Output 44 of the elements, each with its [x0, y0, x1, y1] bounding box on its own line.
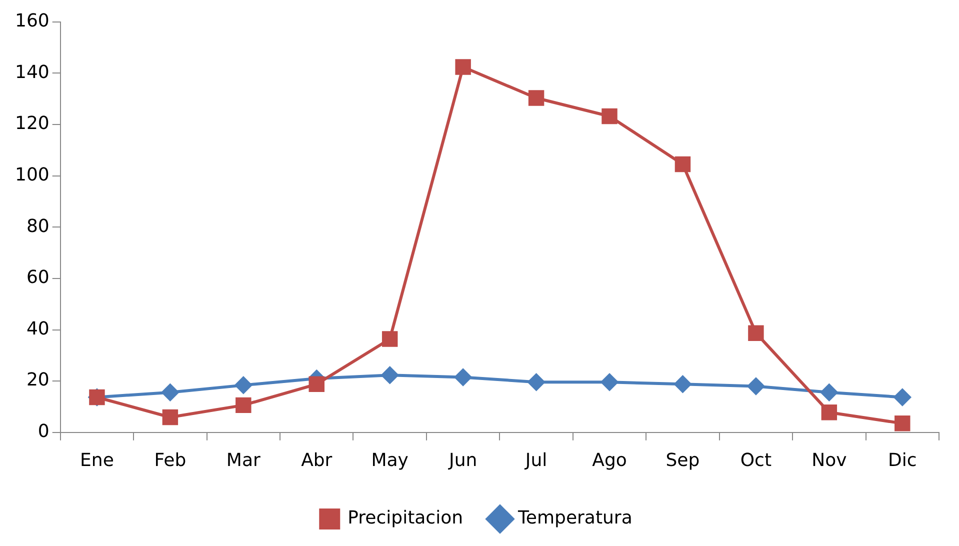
- point: [748, 325, 764, 341]
- point: [162, 409, 178, 426]
- point: [382, 331, 398, 347]
- point: [894, 416, 910, 432]
- x-tick-label: Oct: [740, 450, 772, 471]
- x-tick-label: Abr: [301, 450, 333, 471]
- point: [674, 156, 691, 172]
- x-tick-label: Sep: [666, 450, 700, 471]
- point: [821, 404, 838, 420]
- y-tick-label: 60: [26, 267, 50, 288]
- point: [601, 374, 618, 391]
- x-tick-label: Jun: [448, 450, 478, 471]
- point: [602, 108, 618, 124]
- legend-label: Temperatura: [516, 508, 632, 529]
- y-tick-label: 80: [26, 216, 50, 237]
- x-tick-label: Mar: [226, 450, 261, 471]
- point: [528, 90, 544, 106]
- x-tick-label: Feb: [154, 450, 186, 471]
- y-tick-label: 40: [26, 318, 50, 340]
- y-tick-label: 140: [14, 62, 50, 83]
- point: [528, 374, 545, 391]
- y-tick-label: 0: [38, 421, 50, 442]
- point: [381, 366, 398, 384]
- y-tick-label: 120: [14, 113, 50, 134]
- y-tick-label: 160: [14, 10, 50, 32]
- point: [747, 378, 764, 395]
- point: [454, 368, 472, 386]
- x-tick-label: Ago: [592, 450, 627, 471]
- x-tick-label: Dic: [888, 450, 917, 471]
- point: [162, 384, 179, 401]
- point: [894, 388, 911, 406]
- x-tick-label: Nov: [812, 450, 848, 471]
- legend-label: Precipitacion: [348, 508, 463, 529]
- point: [236, 397, 252, 414]
- x-tick-label: Jul: [524, 450, 548, 471]
- y-tick-label: 20: [26, 370, 50, 391]
- x-tick-label: Ene: [80, 450, 114, 471]
- point: [455, 59, 471, 75]
- point: [820, 384, 838, 401]
- x-tick-label: May: [371, 450, 409, 471]
- point: [234, 376, 252, 394]
- point: [674, 376, 692, 393]
- y-tick-label: 100: [14, 164, 50, 186]
- point: [308, 376, 324, 392]
